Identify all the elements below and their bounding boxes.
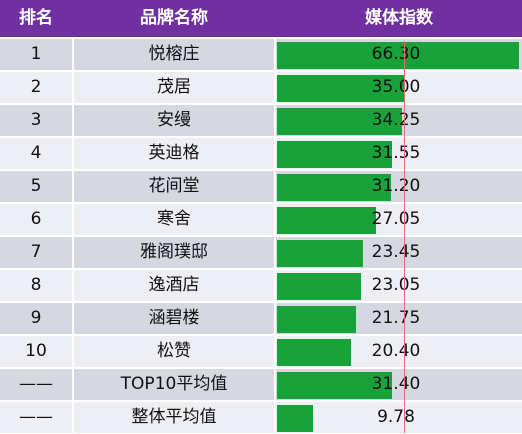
rank-cell: 1: [30, 44, 42, 64]
column-divider: [274, 105, 276, 136]
table-row: 6 寒舍 27.05: [0, 204, 522, 235]
column-divider: [72, 171, 74, 202]
index-value: 21.75: [371, 308, 421, 328]
brand-cell: 涵碧楼: [148, 308, 200, 328]
rank-cell: 8: [30, 275, 42, 295]
index-value: 31.40: [371, 374, 421, 394]
column-divider: [274, 138, 276, 169]
index-value: 23.05: [371, 275, 421, 295]
index-bar: [277, 108, 402, 135]
index-value: 23.45: [371, 242, 421, 262]
column-divider: [274, 72, 276, 103]
index-value: 35.00: [371, 77, 421, 97]
index-bar: [277, 339, 351, 366]
brand-cell: 逸酒店: [148, 275, 200, 295]
index-bar: [277, 240, 363, 267]
brand-cell: 雅阁璞邸: [140, 242, 208, 262]
column-divider: [72, 138, 74, 169]
index-bar: [277, 174, 391, 201]
index-bar: [277, 405, 313, 432]
rank-cell: ——: [19, 407, 53, 427]
header-rank: 排名: [19, 8, 53, 28]
table-row: 2 茂居 35.00: [0, 72, 522, 103]
table-row: 7 雅阁璞邸 23.45: [0, 237, 522, 268]
table-row: 10 松赞 20.40: [0, 336, 522, 367]
index-bar: [277, 42, 519, 69]
column-divider: [72, 237, 74, 268]
brand-cell: TOP10平均值: [120, 374, 228, 394]
table-row: 5 花间堂 31.20: [0, 171, 522, 202]
column-divider: [274, 303, 276, 334]
table-row: 4 英迪格 31.55: [0, 138, 522, 169]
rank-cell: 4: [30, 143, 42, 163]
table-row: 1 悦榕庄 66.30: [0, 39, 522, 70]
column-divider: [274, 336, 276, 367]
brand-cell: 茂居: [157, 77, 191, 97]
brand-cell: 整体平均值: [131, 407, 217, 427]
index-value: 31.55: [371, 143, 421, 163]
index-value: 9.78: [377, 407, 415, 427]
column-divider: [274, 270, 276, 301]
table-row: 9 涵碧楼 21.75: [0, 303, 522, 334]
column-divider: [274, 204, 276, 235]
column-divider: [72, 369, 74, 400]
rank-cell: 6: [30, 209, 42, 229]
column-divider: [72, 270, 74, 301]
table-row: —— 整体平均值 9.78: [0, 402, 522, 433]
column-divider: [274, 171, 276, 202]
index-value: 66.30: [371, 44, 421, 64]
column-divider: [72, 402, 74, 433]
brand-cell: 安缦: [157, 110, 191, 130]
rank-cell: 10: [25, 341, 47, 361]
index-value: 27.05: [371, 209, 421, 229]
column-divider: [72, 105, 74, 136]
average-reference-line: [404, 41, 405, 433]
index-bar: [277, 141, 392, 168]
rank-cell: 3: [30, 110, 42, 130]
brand-cell: 英迪格: [148, 143, 200, 163]
index-value: 34.25: [371, 110, 421, 130]
column-divider: [72, 204, 74, 235]
column-divider: [72, 303, 74, 334]
index-bar: [277, 306, 356, 333]
table-header: 排名 品牌名称 媒体指数: [0, 0, 522, 37]
table-row: 3 安缦 34.25: [0, 105, 522, 136]
index-bar: [277, 75, 405, 102]
index-value: 31.20: [371, 176, 421, 196]
column-divider: [72, 39, 74, 70]
brand-cell: 松赞: [157, 341, 191, 361]
column-divider: [72, 336, 74, 367]
column-divider: [72, 72, 74, 103]
rank-cell: 2: [30, 77, 42, 97]
index-bar: [277, 372, 392, 399]
brand-cell: 寒舍: [157, 209, 191, 229]
index-bar: [277, 207, 376, 234]
rank-cell: ——: [19, 374, 53, 394]
index-value: 20.40: [371, 341, 421, 361]
column-divider: [274, 237, 276, 268]
rank-cell: 5: [30, 176, 42, 196]
brand-cell: 悦榕庄: [148, 44, 200, 64]
header-index: 媒体指数: [365, 8, 433, 28]
index-bar: [277, 273, 361, 300]
column-divider: [274, 39, 276, 70]
table-row: 8 逸酒店 23.05: [0, 270, 522, 301]
brand-cell: 花间堂: [148, 176, 200, 196]
rank-cell: 9: [30, 308, 42, 328]
column-divider: [274, 369, 276, 400]
table-row: —— TOP10平均值 31.40: [0, 369, 522, 400]
header-brand: 品牌名称: [140, 8, 208, 28]
column-divider: [274, 402, 276, 433]
rank-cell: 7: [30, 242, 42, 262]
